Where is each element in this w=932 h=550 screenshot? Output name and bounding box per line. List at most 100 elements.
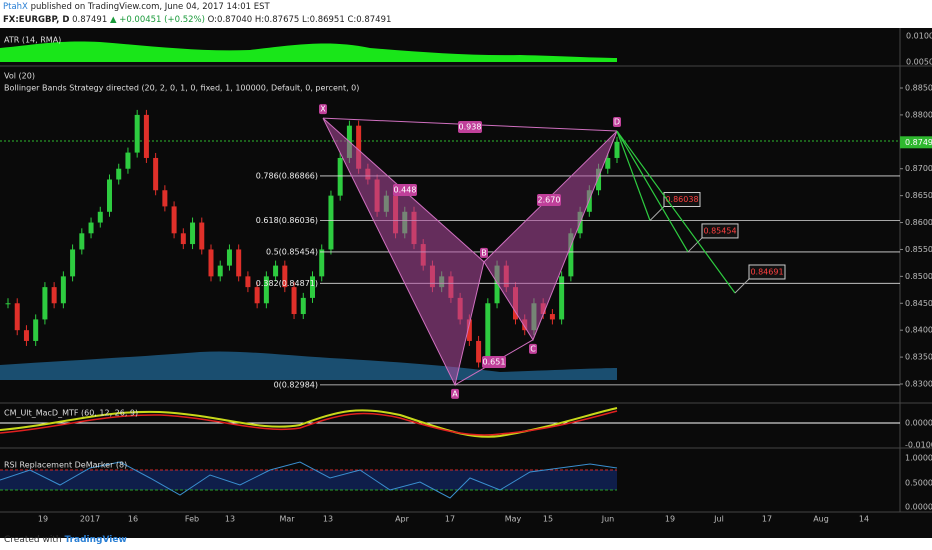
target-label: 0.84691 xyxy=(750,267,783,276)
atr-tick: 0.0100 xyxy=(906,32,932,41)
candle xyxy=(88,222,94,234)
price: 0.87491 xyxy=(72,15,108,25)
pattern-point-tag xyxy=(451,388,459,399)
x-tick-label: 19 xyxy=(38,515,48,524)
candle xyxy=(254,287,260,304)
candle xyxy=(217,265,223,277)
candle xyxy=(549,314,555,320)
ratio-tag xyxy=(482,356,506,368)
target-arrow xyxy=(616,130,736,294)
x-tick-label: 17 xyxy=(762,515,772,524)
candle xyxy=(596,168,602,191)
last-price-label: 0.87491 xyxy=(905,138,932,147)
footer: Created with TradingView xyxy=(4,535,127,545)
pattern-point-label: X xyxy=(320,105,326,114)
header-line-1: PtahX published on TradingView.com, June… xyxy=(3,2,270,12)
atr-tick: 0.0050 xyxy=(906,58,932,67)
x-tick-label: 13 xyxy=(225,515,235,524)
ratio-label: 0.651 xyxy=(483,358,506,367)
candle xyxy=(614,141,620,158)
candle xyxy=(143,114,149,158)
x-tick-label: 14 xyxy=(859,515,869,524)
macd-line xyxy=(0,407,618,438)
fib-label: 0.618(0.86036) xyxy=(256,216,318,225)
candle xyxy=(291,287,297,315)
ratio-label: 0.448 xyxy=(394,186,417,195)
candle xyxy=(5,303,11,305)
candle xyxy=(568,233,574,277)
x-tick-label: Aug xyxy=(813,515,829,524)
ohlc: O:0.87040 H:0.87675 L:0.86951 C:0.87491 xyxy=(207,15,392,25)
x-tick-label: Jul xyxy=(713,515,724,524)
publisher[interactable]: PtahX xyxy=(3,2,28,12)
candle xyxy=(23,330,29,341)
candle xyxy=(162,190,168,207)
volume-area xyxy=(0,351,617,380)
target-arrow xyxy=(616,130,651,221)
candle xyxy=(559,276,565,320)
x-tick-label: Apr xyxy=(395,515,410,524)
candle xyxy=(51,287,57,304)
target-leader xyxy=(649,206,665,221)
candle xyxy=(153,157,159,191)
rsi-band xyxy=(0,470,617,490)
candle xyxy=(60,276,66,304)
x-tick-label: Feb xyxy=(185,515,199,524)
macd-tick: 0.0000 xyxy=(905,419,932,428)
candle xyxy=(337,157,343,196)
rsi-tick: 1.0000 xyxy=(905,454,932,463)
candle xyxy=(245,276,251,288)
x-tick-label: 13 xyxy=(323,515,333,524)
candle xyxy=(116,168,122,180)
candle xyxy=(226,249,232,266)
ratio-label: 0.938 xyxy=(459,123,482,132)
last-price-tag xyxy=(900,136,932,149)
pattern-point-tag xyxy=(319,104,327,115)
header-line-2: FX:EURGBP, D 0.87491 ▲ +0.00451 (+0.52%)… xyxy=(3,15,391,25)
candle xyxy=(605,157,611,169)
footer-created: Created with xyxy=(4,535,62,545)
candle xyxy=(319,249,325,277)
candle xyxy=(476,340,482,363)
pattern-point-tag xyxy=(613,117,621,128)
fib-label: 0.5(0.85454) xyxy=(266,247,318,256)
atr-area xyxy=(0,41,617,62)
fib-label: 0(0.82984) xyxy=(274,380,318,389)
candle xyxy=(466,319,472,341)
x-tick-label: 2017 xyxy=(80,515,100,524)
x-tick-label: 17 xyxy=(445,515,455,524)
pattern-point-label: C xyxy=(530,344,536,353)
rsi-tick: 0.5000 xyxy=(905,479,932,488)
candle xyxy=(328,195,334,250)
pane-borders xyxy=(0,28,932,513)
x-tick-label: Jun xyxy=(601,515,615,524)
ratio-tag xyxy=(393,184,417,196)
candle xyxy=(134,114,140,153)
target-box xyxy=(663,192,701,208)
atr-label: ATR (14, RMA) xyxy=(4,36,61,45)
macd-label: CM_Ult_MacD_MTF (60, 12, 26, 9) xyxy=(4,409,138,418)
candle xyxy=(107,179,112,212)
rsi-tick: 0.0000 xyxy=(905,503,932,512)
candle xyxy=(14,303,20,331)
footer-brand[interactable]: TradingView xyxy=(64,535,127,545)
x-tick-label: 19 xyxy=(665,515,675,524)
candle xyxy=(208,249,214,277)
x-tick-label: 16 xyxy=(128,515,138,524)
fib-label: 0.382(0.84871) xyxy=(256,279,318,288)
ratio-tag xyxy=(458,121,482,133)
candle xyxy=(190,222,196,245)
target-leader xyxy=(687,237,703,253)
published: published on TradingView.com, June 04, 2… xyxy=(30,2,270,12)
x-tick-label: 15 xyxy=(543,515,553,524)
candle xyxy=(263,276,269,304)
